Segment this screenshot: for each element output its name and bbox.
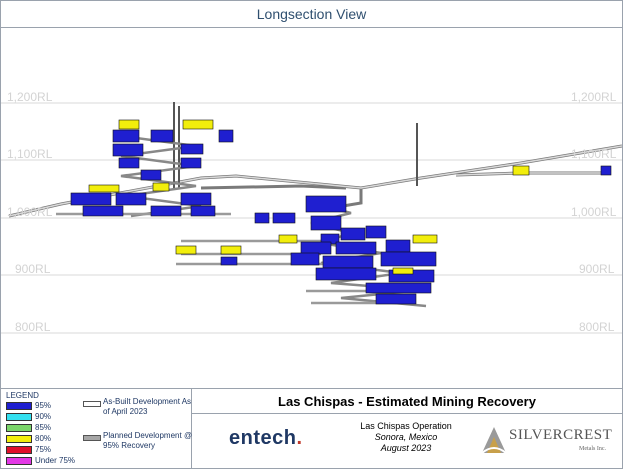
silvercrest-sub: Metals Inc.	[579, 446, 606, 452]
stope	[180, 143, 204, 155]
legend-item-85: 85%	[6, 423, 51, 432]
title-block: LEGEND 95% 90% 85% 80% 75%	[1, 388, 622, 469]
stope	[385, 239, 411, 253]
legend-label-90: 90%	[35, 412, 52, 421]
legend-item-under-75: Under 75%	[6, 456, 75, 465]
elevation-label-left-1000: 1,000RL	[7, 205, 53, 219]
elevation-label-left-1100: 1,100RL	[7, 147, 53, 161]
stope	[340, 227, 366, 241]
silvercrest-name: SILVERCREST	[509, 427, 613, 443]
stope	[365, 225, 387, 239]
stope	[82, 205, 124, 217]
stope	[335, 241, 377, 255]
west-ramp	[120, 134, 202, 218]
operation-info: Las Chispas Operation Sonora, Mexico Aug…	[341, 421, 471, 454]
entech-logo-dot: .	[296, 427, 303, 449]
longsection-diagram	[1, 102, 622, 334]
stope	[272, 212, 296, 224]
elevation-label-right-1000: 1,000RL	[571, 205, 617, 219]
legend-planned: Planned Development @ 95% Recovery	[83, 431, 193, 455]
stope	[220, 256, 238, 266]
stope	[182, 119, 214, 130]
stope	[392, 267, 414, 275]
stope	[375, 293, 417, 305]
stope	[254, 212, 270, 224]
stope	[600, 165, 612, 176]
legend-swatch-85	[6, 423, 32, 432]
legend-swatch-95	[6, 401, 32, 410]
legend: LEGEND 95% 90% 85% 80% 75%	[1, 389, 192, 469]
stope	[88, 184, 120, 193]
legend-swatch-75	[6, 445, 32, 454]
legend-title: LEGEND	[6, 391, 39, 400]
stope	[322, 255, 374, 269]
elevation-label-right-900: 900RL	[579, 262, 615, 276]
stope	[310, 215, 342, 231]
legend-swatch-under-75	[6, 456, 32, 465]
legend-label-85: 85%	[35, 423, 52, 432]
title-bar: Longsection View	[1, 1, 622, 28]
silvercrest-emblem-icon	[481, 427, 507, 454]
elevation-label-left-900: 900RL	[15, 262, 51, 276]
planned-label: Planned Development @ 95% Recovery	[103, 431, 193, 450]
elevation-label-right-1100: 1,100RL	[571, 147, 617, 161]
report-title: Las Chispas - Estimated Mining Recovery	[192, 389, 622, 414]
operation-name: Las Chispas Operation	[360, 421, 452, 431]
stopes-80	[88, 119, 530, 275]
stope	[190, 205, 216, 217]
view-title: Longsection View	[256, 6, 367, 22]
legend-item-75: 75%	[6, 445, 51, 454]
legend-label-75: 75%	[35, 445, 52, 454]
stope	[365, 282, 432, 294]
stope	[278, 234, 298, 244]
elevation-label-left-800: 800RL	[15, 320, 51, 334]
stope	[315, 267, 377, 281]
silvercrest-logo: SILVERCREST Metals Inc.	[479, 421, 619, 463]
stopes-95	[70, 129, 612, 305]
elevation-label-right-1200: 1,200RL	[571, 90, 617, 104]
stope	[112, 129, 140, 143]
stope	[412, 234, 438, 244]
stope	[112, 143, 144, 157]
as-built-swatch	[83, 401, 101, 407]
legend-item-80: 80%	[6, 434, 51, 443]
stope	[152, 182, 170, 192]
stope	[300, 241, 332, 255]
stope	[290, 252, 320, 266]
operation-location: Sonora, Mexico	[374, 432, 438, 442]
legend-swatch-90	[6, 412, 32, 421]
legend-label-95: 95%	[35, 401, 52, 410]
stope	[150, 205, 182, 217]
entech-logo: entech.	[229, 427, 303, 450]
stope	[150, 129, 174, 143]
legend-swatch-80	[6, 434, 32, 443]
operation-date: August 2023	[380, 443, 432, 453]
elevation-label-left-1200: 1,200RL	[7, 90, 53, 104]
elevation-label-right-800: 800RL	[579, 320, 615, 334]
stope	[305, 195, 347, 213]
legend-item-95: 95%	[6, 401, 51, 410]
stope	[218, 129, 234, 143]
legend-label-80: 80%	[35, 434, 52, 443]
stope	[140, 169, 162, 181]
upper-decline	[200, 184, 347, 190]
stope	[70, 192, 112, 206]
stope	[175, 245, 197, 255]
stope	[380, 251, 437, 267]
stope	[180, 192, 212, 206]
legend-item-90: 90%	[6, 412, 51, 421]
raises	[173, 102, 418, 188]
stope	[220, 245, 242, 255]
stope	[118, 157, 140, 169]
as-built-label: As-Built Development As of April 2023	[103, 397, 192, 416]
stope	[512, 165, 530, 176]
legend-as-built: As-Built Development As of April 2023	[83, 397, 191, 421]
entech-logo-text: entech	[229, 427, 297, 449]
stope	[180, 157, 202, 169]
stope	[118, 119, 140, 130]
stope	[115, 192, 147, 206]
planned-swatch	[83, 435, 101, 441]
legend-label-under-75: Under 75%	[35, 456, 76, 465]
